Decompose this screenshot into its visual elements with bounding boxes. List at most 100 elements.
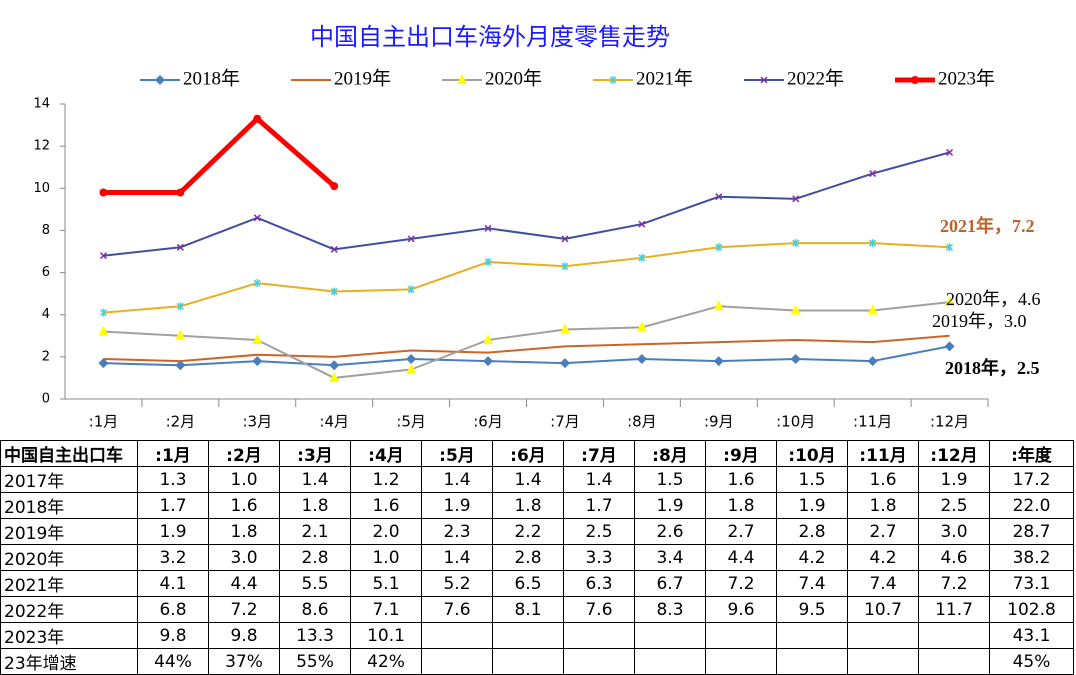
table-cell: :年度	[989, 440, 1074, 467]
table-cell: 45%	[989, 648, 1074, 675]
marker	[407, 285, 415, 294]
marker	[176, 302, 184, 311]
table-cell: 2022年	[0, 596, 138, 623]
marker	[329, 360, 340, 371]
legend-label: 2022年	[787, 67, 844, 89]
table-cell: 1.8	[208, 518, 280, 545]
table-row: 2020年 3.2 3.0 2.8 1.0 1.4 2.8 3.3 3.4 4.4 4.2 4.2 4.…	[0, 544, 1074, 571]
x-tick-label: :6月	[473, 413, 503, 431]
series-line	[103, 242, 950, 314]
table-cell	[492, 622, 564, 649]
marker	[98, 325, 109, 336]
marker	[175, 329, 186, 340]
table-cell: 2.8	[492, 544, 564, 571]
table-cell: :5月	[421, 440, 493, 467]
table-cell: 2021年	[0, 570, 138, 597]
annotation: 2018年，2.5	[945, 357, 1040, 378]
table-cell	[421, 648, 493, 675]
table-cell: 8.6	[279, 596, 351, 623]
table-cell: 6.5	[492, 570, 564, 597]
y-tick-label: 10	[33, 181, 50, 196]
table-cell: 7.2	[208, 596, 280, 623]
marker	[946, 243, 954, 252]
marker	[253, 114, 262, 123]
marker	[790, 353, 801, 364]
table-cell: 4.6	[918, 544, 990, 571]
marker	[330, 287, 338, 296]
table-cell: 43.1	[989, 622, 1074, 649]
legend-label: 2018年	[183, 67, 240, 89]
x-tick-label: :11月	[853, 413, 892, 431]
table-cell: 9.6	[705, 596, 777, 623]
table-cell	[705, 648, 777, 675]
table-cell	[563, 648, 635, 675]
table-row: 2019年 1.9 1.8 2.1 2.0 2.3 2.2 2.5 2.6 2.7 2.8 2.7 3.…	[0, 518, 1074, 545]
marker	[330, 182, 339, 191]
table-cell: 2020年	[0, 544, 138, 571]
table-cell: 10.7	[847, 596, 919, 623]
marker	[561, 235, 569, 243]
marker	[792, 195, 800, 203]
table-cell: 9.5	[776, 596, 848, 623]
marker	[760, 76, 768, 84]
marker	[99, 188, 108, 197]
y-tick-label: 14	[33, 97, 50, 112]
marker	[483, 334, 494, 344]
marker	[252, 334, 263, 344]
table-cell: 2.7	[705, 518, 777, 545]
x-tick-label: :7月	[550, 413, 580, 431]
table-cell: :11月	[847, 440, 919, 467]
table-cell	[776, 648, 848, 675]
table-cell: :2月	[208, 440, 280, 467]
y-tick-label: 6	[42, 265, 50, 280]
chart-title: 中国自主出口车海外月度零售走势	[310, 23, 670, 51]
table-cell: 2018年	[0, 492, 138, 519]
table-cell	[492, 648, 564, 675]
marker	[99, 252, 107, 260]
marker	[252, 356, 263, 367]
table-cell	[918, 622, 990, 649]
y-tick-label: 12	[33, 139, 50, 154]
table-cell: 28.7	[989, 518, 1074, 545]
table-cell: 1.4	[421, 466, 493, 493]
table-cell: 1.7	[563, 492, 635, 519]
marker	[253, 279, 261, 288]
marker	[561, 262, 569, 271]
marker	[457, 74, 467, 84]
table-cell: 6.3	[563, 570, 635, 597]
marker	[99, 308, 107, 317]
marker	[559, 323, 570, 334]
table-cell: 1.4	[563, 466, 635, 493]
marker	[636, 353, 647, 364]
marker	[944, 296, 955, 307]
table-cell	[847, 648, 919, 675]
table-cell	[847, 622, 919, 649]
chart: 中国自主出口车海外月度零售走势 0 2 4 6 8 10 12 14:1月:2月:3月:4月:…	[33, 23, 1040, 431]
marker	[484, 224, 492, 232]
table-cell: 8.3	[634, 596, 706, 623]
legend-label: 2021年	[636, 67, 693, 89]
table-cell: 3.4	[634, 544, 706, 571]
marker	[407, 235, 415, 243]
table-cell: 1.6	[208, 492, 280, 519]
table-cell: 44%	[137, 648, 209, 675]
marker	[559, 358, 570, 369]
table-cell: :1月	[137, 440, 209, 467]
x-tick-label: :10月	[776, 413, 815, 431]
marker	[713, 356, 724, 367]
marker	[713, 300, 724, 311]
y-tick-label: 8	[42, 223, 50, 238]
marker	[638, 253, 646, 262]
legend-label: 2023年	[938, 67, 995, 89]
table-cell: 2.3	[421, 518, 493, 545]
table-cell	[776, 622, 848, 649]
table-cell: :4月	[350, 440, 422, 467]
marker	[911, 76, 919, 84]
table-cell: 2.6	[634, 518, 706, 545]
table-cell: 73.1	[989, 570, 1074, 597]
y-tick-label: 2	[42, 349, 50, 364]
table-cell: 2.0	[350, 518, 422, 545]
data-table: 中国自主出口车:1月:2月:3月:4月:5月:6月:7月:8月:9月:10月:1…	[0, 440, 1074, 675]
table-cell: 22.0	[989, 492, 1074, 519]
marker	[944, 341, 955, 352]
